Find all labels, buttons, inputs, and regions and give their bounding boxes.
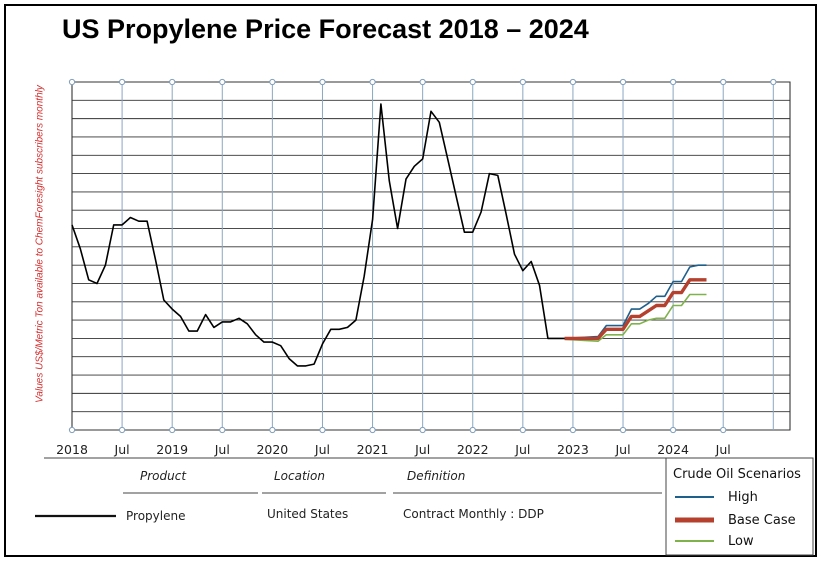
row-location: United States: [267, 507, 348, 521]
header-product: Product: [140, 469, 187, 483]
x-tick-label: 2022: [457, 442, 489, 457]
legend-title: Crude Oil Scenarios: [673, 467, 801, 482]
x-tick-label: 2023: [557, 442, 589, 457]
x-tick-label: 2021: [357, 442, 389, 457]
v-grid-bottom-marker: [569, 426, 577, 434]
low-line: [564, 293, 707, 342]
high-line: [564, 264, 707, 340]
x-tick-labels: 2018 Jul 2019 Jul 2020 Jul 2021 Jul 2022 Jul 2023 J…: [56, 442, 731, 457]
v-grid-bottom-marker: [619, 426, 627, 434]
vertical-gridlines: [68, 78, 777, 434]
info-table: Product Location Definition Propylene Un…: [35, 457, 800, 523]
v-grid-top-marker: [670, 78, 677, 86]
base-case-line: [564, 278, 707, 341]
x-tick-label: 2019: [156, 442, 188, 457]
x-tick-label: 2020: [256, 442, 288, 457]
x-tick-label: Jul: [514, 442, 530, 457]
v-grid-bottom-marker: [169, 426, 176, 434]
v-grid-bottom-marker: [369, 426, 376, 434]
v-grid-top-marker: [118, 78, 126, 86]
legend: Crude Oil Scenarios High Base Case Low: [665, 457, 814, 556]
legend-label-base-case: Base Case: [728, 513, 796, 528]
v-grid-bottom-marker: [269, 426, 276, 434]
v-grid-bottom-marker: [319, 426, 326, 434]
v-grid-top-marker: [169, 78, 176, 86]
v-grid-top-marker: [519, 78, 526, 86]
row-definition: Contract Monthly : DDP: [403, 507, 544, 521]
x-tick-label: Jul: [114, 442, 130, 457]
v-grid-bottom-marker: [670, 426, 677, 434]
v-grid-top-marker: [469, 78, 476, 86]
plot-area: [71, 81, 791, 431]
v-grid-bottom-marker: [469, 426, 476, 434]
header-location: Location: [274, 469, 325, 483]
row-product: Propylene: [126, 509, 185, 523]
v-grid-top-marker: [770, 78, 777, 86]
v-grid-top-marker: [619, 78, 627, 86]
v-grid-top-marker: [219, 78, 226, 86]
propylene-line: [71, 103, 565, 367]
v-grid-top-marker: [369, 78, 376, 86]
horizontal-gridlines: [72, 81, 790, 431]
chart-title: US Propylene Price Forecast 2018 – 2024: [62, 14, 589, 44]
x-tick-label: 2024: [657, 442, 689, 457]
v-grid-top-marker: [569, 78, 577, 86]
legend-label-high: High: [728, 490, 758, 505]
x-tick-label: 2018: [56, 442, 88, 457]
v-grid-top-marker: [319, 78, 326, 86]
v-grid-top-marker: [269, 78, 276, 86]
x-tick-label: Jul: [614, 442, 630, 457]
v-grid-top-marker: [720, 78, 727, 86]
v-grid-bottom-marker: [219, 426, 226, 434]
legend-box: [665, 457, 814, 556]
header-definition: Definition: [407, 469, 465, 483]
v-grid-bottom-marker: [419, 426, 426, 434]
plot-border: [71, 81, 791, 431]
x-tick-label: Jul: [414, 442, 430, 457]
series-lines: [71, 103, 707, 367]
v-grid-bottom-marker: [118, 426, 126, 434]
v-grid-top-marker: [68, 78, 76, 86]
v-grid-bottom-marker: [720, 426, 727, 434]
v-grid-top-marker: [419, 78, 426, 86]
legend-label-low: Low: [728, 534, 754, 549]
v-grid-bottom-marker: [68, 426, 76, 434]
x-tick-label: Jul: [214, 442, 230, 457]
v-grid-bottom-marker: [519, 426, 526, 434]
x-tick-label: Jul: [715, 442, 731, 457]
x-tick-label: Jul: [314, 442, 330, 457]
